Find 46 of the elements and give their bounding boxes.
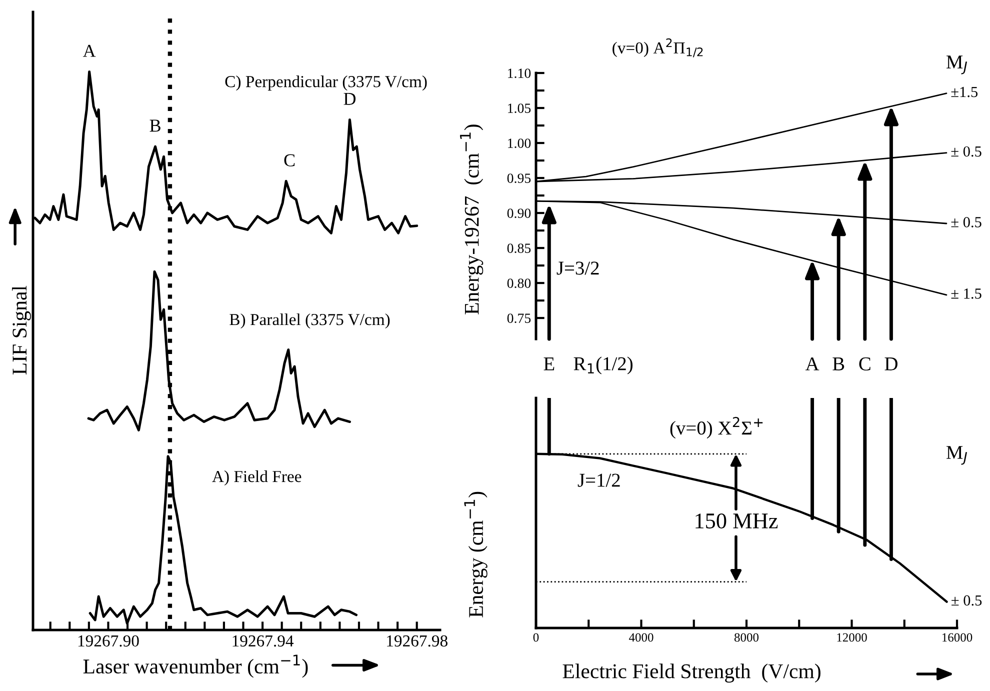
x-axis-title: Electric Field Strength (V/cm)	[562, 664, 820, 683]
chart-title: (v=0) A$^{2}$Π$_{1/2}$	[612, 38, 703, 58]
x-tick-label: 4000	[628, 633, 654, 642]
text: C) Perpendicular (3375 V/cm)	[225, 76, 427, 91]
annotation: C	[859, 357, 870, 370]
x-tick-label: 16000	[942, 633, 972, 642]
annotation: A	[82, 44, 96, 57]
y-axis-title: Energy-19267 (cm$^{−1}$)	[460, 124, 484, 314]
x-tick-label: 19267.94	[232, 635, 294, 647]
y-tick-label: 0.90	[507, 208, 531, 218]
series-label: ± 0.5	[951, 146, 982, 157]
annotation: (v=0) X$^{2}$Σ$^{+}$	[670, 416, 763, 439]
y-tick-label: 0.75	[507, 314, 531, 324]
y-tick-label: 1.00	[508, 138, 531, 148]
y-tick-label: 0.95	[507, 174, 531, 184]
x-tick-label: 19267.90	[78, 635, 139, 647]
annotation: J=3/2	[556, 262, 599, 275]
x-tick-label: 8000	[734, 633, 759, 642]
annotation: D	[884, 358, 898, 370]
annotation: D	[344, 92, 356, 105]
x-tick-label: 0	[533, 633, 539, 642]
text: R$_{1}$(1/2)	[574, 356, 633, 374]
annotation: M$_{J}$	[946, 446, 968, 465]
y-axis-title: Energy (cm$^{−1}$)	[464, 492, 488, 618]
x-axis-title: Laser wavenumber (cm$^{−1}$)	[83, 654, 308, 678]
x-tick-label: 19267.98	[387, 635, 448, 647]
annotation: E	[544, 358, 554, 370]
annotation: A	[805, 357, 820, 370]
series-label: ± 0.5	[951, 217, 982, 228]
y-tick-label: 0.80	[507, 278, 531, 288]
y-tick-label: 1.05	[508, 104, 531, 114]
annotation: B	[150, 120, 160, 132]
annotation: B	[832, 358, 844, 370]
annotation: C	[284, 154, 295, 166]
series-label: ± 1.5	[951, 288, 982, 299]
series-label: ± 0.5	[952, 595, 982, 606]
text: B) Parallel (3375 V/cm)	[230, 313, 390, 329]
y-tick-label: 0.85	[507, 244, 531, 254]
text: A) Field Free	[212, 470, 302, 486]
y-axis-title: LIF Signal	[12, 286, 31, 375]
x-tick-label: 12000	[837, 633, 867, 642]
y-tick-label: 1.10	[508, 68, 531, 78]
annotation: 150 MHz	[696, 513, 778, 528]
series-label: ±1.5	[951, 86, 978, 98]
annotation: J=1/2	[578, 474, 620, 487]
annotation: M$_{J}$	[946, 56, 968, 74]
